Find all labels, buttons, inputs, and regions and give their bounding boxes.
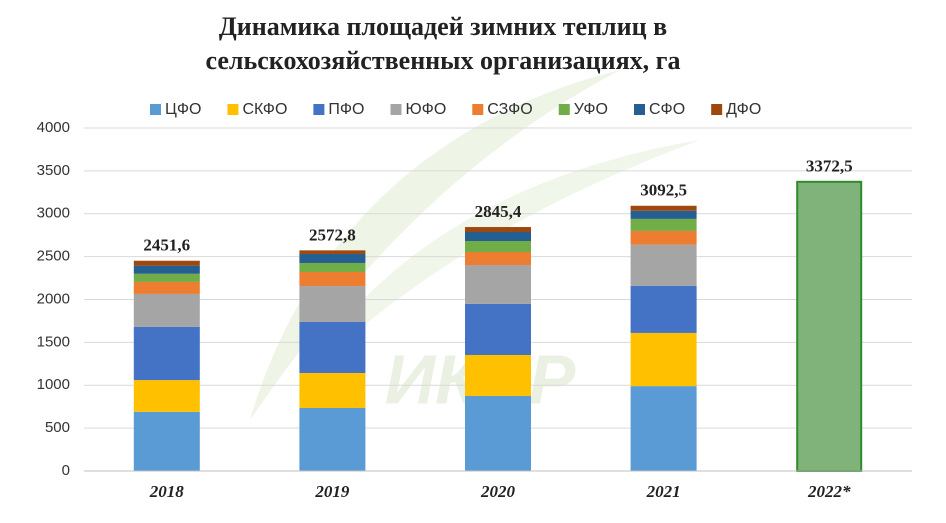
bar-segment — [133, 411, 200, 471]
y-tick-label: 2000 — [37, 290, 70, 307]
bar-segment — [465, 232, 531, 242]
y-tick-label: 4000 — [37, 119, 70, 136]
total-bar — [796, 180, 863, 472]
bar-segment — [465, 354, 531, 396]
bar-segment — [465, 265, 531, 304]
legend-label: УФО — [574, 101, 608, 118]
legend-swatch — [227, 104, 239, 115]
bar-segment — [465, 227, 531, 233]
legend-label: СКФО — [242, 101, 287, 118]
legend-label: ДФО — [726, 101, 761, 118]
data-label: 2572,8 — [309, 225, 356, 244]
bar-segment — [133, 326, 200, 381]
bar-segment — [299, 372, 366, 408]
bar-segment — [630, 230, 697, 245]
y-tick-label: 0 — [62, 462, 70, 479]
bar-segment — [133, 281, 200, 294]
y-tick-label: 1500 — [37, 333, 70, 350]
bar-segment — [630, 332, 697, 387]
bar-segment — [133, 260, 200, 266]
y-tick-label: 2500 — [37, 248, 70, 265]
bar-segment — [299, 253, 366, 263]
bar-segment — [133, 273, 200, 282]
bar-segment — [465, 241, 531, 252]
legend-swatch — [558, 104, 570, 115]
data-label: 3372,5 — [806, 157, 853, 176]
legend-swatch — [390, 104, 402, 115]
chart-title: Динамика площадей зимних теплиц в сельск… — [205, 12, 681, 75]
bar-segment — [299, 286, 366, 322]
bar-segment — [465, 303, 531, 355]
legend-swatch — [472, 104, 484, 115]
legend-swatch — [711, 104, 723, 115]
bar-segment — [133, 293, 200, 327]
y-tick-label: 500 — [45, 419, 70, 436]
x-tick-label: 2022* — [807, 482, 851, 501]
bar-segment — [299, 407, 366, 471]
bar-segment — [630, 218, 697, 231]
legend-swatch — [150, 104, 161, 115]
bar-segment — [465, 395, 531, 471]
bar-segment — [133, 265, 200, 274]
bar-segment — [630, 205, 697, 211]
legend-label: ЦФО — [165, 101, 201, 118]
x-tick-label: 2019 — [314, 482, 350, 501]
y-tick-label: 1000 — [37, 376, 70, 393]
legend-label: ЮФО — [406, 101, 447, 118]
bar-segment — [630, 210, 697, 219]
data-label: 3092,5 — [640, 181, 687, 200]
y-tick-label: 3000 — [37, 205, 70, 222]
y-tick-label: 3500 — [37, 162, 70, 179]
bar-segment — [299, 321, 366, 373]
bar-segment — [133, 380, 200, 412]
bar-segment — [465, 251, 531, 266]
legend-swatch — [313, 104, 325, 115]
legend-label: СЗФО — [487, 101, 532, 118]
bar-segment — [630, 386, 697, 471]
bar-segment — [299, 250, 366, 254]
x-tick-label: 2020 — [480, 482, 516, 501]
x-tick-label: 2021 — [646, 482, 681, 501]
bar-segment — [299, 262, 366, 272]
legend-label: СФО — [649, 101, 685, 118]
bar-segment — [630, 244, 697, 286]
legend-label: ПФО — [328, 101, 364, 118]
bar-segment — [630, 285, 697, 333]
legend-swatch — [634, 104, 645, 115]
bar-segment — [299, 271, 366, 287]
data-label: 2845,4 — [475, 202, 522, 221]
x-tick-label: 2018 — [149, 482, 185, 501]
data-label: 2451,6 — [143, 236, 190, 255]
